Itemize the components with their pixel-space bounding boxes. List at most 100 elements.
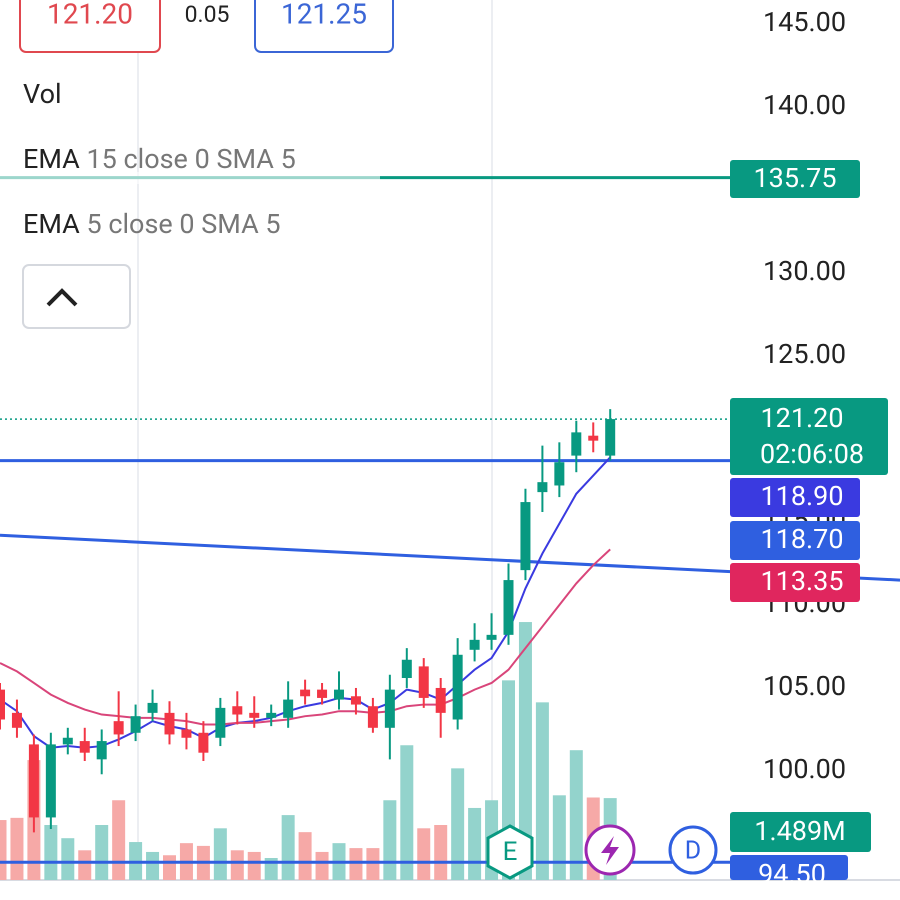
- candle-body: [469, 639, 480, 650]
- bid-price: 121.20: [47, 0, 133, 30]
- candle-body: [62, 737, 73, 745]
- ask-box[interactable]: [254, 0, 394, 53]
- candle-body: [147, 702, 158, 713]
- candle-body: [11, 712, 22, 728]
- y-tick-label: 130.00: [763, 255, 846, 287]
- line-label: 94.50: [758, 858, 826, 890]
- candle-body: [0, 689, 5, 720]
- volume-bar: [44, 825, 58, 880]
- volume-bar: [400, 745, 414, 880]
- volume-bar: [366, 848, 380, 880]
- candle-body: [350, 696, 361, 705]
- volume-label: 1.489M: [754, 815, 845, 847]
- indicator-name: EMA: [23, 143, 80, 175]
- ema5-label: 118.90: [761, 480, 844, 512]
- collapse-button[interactable]: [22, 264, 131, 329]
- candle-body: [28, 744, 39, 818]
- legend-ema: EMA 15 close 0 SMA 5: [23, 143, 296, 175]
- y-tick-label: 140.00: [763, 89, 846, 121]
- last-price-label: 121.20: [761, 402, 844, 434]
- volume-bar: [146, 851, 160, 880]
- candle-body: [571, 432, 582, 456]
- indicator-name: EMA: [23, 208, 80, 240]
- volume-bar: [383, 800, 397, 880]
- ema15-label: 113.35: [761, 565, 844, 597]
- candle-body: [452, 654, 463, 720]
- marker-label: E: [503, 837, 518, 867]
- lightning-icon: [601, 836, 619, 865]
- candle-body: [79, 741, 90, 753]
- candle-body: [384, 689, 395, 728]
- volume-bar: [0, 820, 7, 880]
- volume-tag: [730, 812, 871, 852]
- y-tick-label: 105.00: [763, 670, 846, 702]
- candle-body: [367, 706, 378, 728]
- volume-bar: [112, 800, 126, 880]
- candle-body: [503, 580, 514, 635]
- marker-label: D: [685, 837, 701, 866]
- volume-bar: [10, 817, 24, 880]
- volume-bar: [298, 832, 312, 880]
- candle-body: [300, 689, 311, 697]
- ema-line: [0, 548, 611, 726]
- candle-body: [266, 712, 277, 718]
- candle-body: [317, 689, 328, 698]
- volume-bar: [349, 848, 363, 880]
- line-tag: [730, 160, 860, 198]
- candle-body: [418, 666, 429, 698]
- earnings-marker[interactable]: [486, 824, 534, 880]
- y-tick-label: 125.00: [763, 338, 846, 370]
- volume-bar: [163, 855, 176, 880]
- last-price-tag: [730, 398, 888, 475]
- candle-body: [537, 482, 548, 493]
- line-tag: [730, 855, 848, 880]
- volume-bar: [535, 702, 549, 880]
- candle-body: [588, 435, 599, 441]
- candle-body: [215, 707, 226, 738]
- chevron-up: [46, 288, 78, 307]
- dividend-marker[interactable]: [668, 825, 718, 875]
- volume-bar: [247, 851, 261, 880]
- candle-body: [605, 419, 616, 456]
- candle-body: [198, 732, 209, 753]
- volume-bar: [518, 622, 532, 880]
- line-label: 118.70: [761, 523, 844, 555]
- countdown: 02:06:08: [760, 438, 864, 470]
- candle-body: [45, 744, 56, 818]
- candle-body: [435, 687, 446, 713]
- legend-ema: EMA 5 close 0 SMA 5: [23, 208, 281, 240]
- candle-body: [164, 712, 175, 735]
- volume-bar: [230, 850, 244, 880]
- y-tick-label: 145.00: [763, 6, 846, 38]
- volume-bar: [552, 795, 566, 880]
- candle-body: [113, 721, 124, 735]
- volume-bar: [569, 750, 583, 880]
- candle-body: [181, 729, 192, 738]
- candle-body: [554, 462, 565, 486]
- volume-bar: [417, 828, 431, 880]
- bid-box[interactable]: [19, 0, 161, 53]
- volume-bar: [281, 815, 295, 880]
- candle-body: [486, 634, 497, 640]
- volume-bar: [78, 850, 92, 880]
- legend-fade: [0, 172, 380, 184]
- volume-bar: [434, 825, 448, 880]
- candle-body: [96, 741, 107, 760]
- indicator-params: 15 close 0 SMA 5: [86, 143, 295, 175]
- legend-vol: Vol: [23, 78, 62, 110]
- candle-body: [130, 716, 141, 733]
- y-tick-label: 100.00: [763, 753, 846, 785]
- candle-body: [232, 706, 243, 715]
- ema5-tag: [730, 478, 860, 517]
- volume-bar: [61, 838, 75, 880]
- candle-body: [249, 712, 260, 718]
- line-tag: [730, 521, 860, 560]
- volume-bar: [315, 851, 329, 880]
- candle-body: [283, 699, 294, 718]
- candle-body: [401, 659, 412, 679]
- volume-bar: [95, 825, 109, 880]
- overlay: 121.20 0.05 121.25 Vol EMA 15 close 0 SM…: [19, 0, 888, 890]
- volume-bar: [451, 768, 465, 880]
- volume-bar: [468, 807, 482, 880]
